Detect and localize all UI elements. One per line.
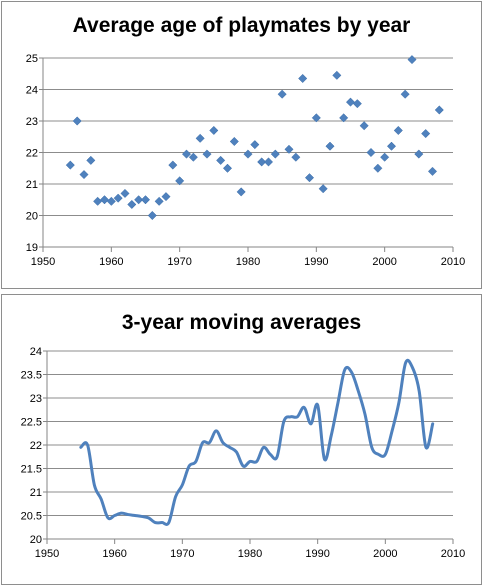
data-point	[195, 133, 205, 143]
y-tick-label: 22	[30, 440, 42, 452]
x-tick-label: 1980	[238, 548, 262, 560]
data-point	[407, 55, 417, 65]
data-point	[277, 89, 287, 99]
x-tick-label: 1960	[99, 256, 123, 268]
y-tick-label: 23	[30, 393, 42, 405]
data-point	[209, 125, 219, 136]
data-point	[243, 149, 253, 159]
data-point	[140, 195, 151, 205]
y-tick-label: 22.5	[21, 417, 42, 429]
data-point	[257, 157, 267, 167]
data-point	[270, 149, 280, 159]
data-point	[147, 210, 157, 221]
data-point	[154, 196, 164, 206]
data-point	[168, 160, 178, 170]
data-point	[434, 105, 444, 115]
data-point	[339, 113, 349, 123]
x-tick-label: 1960	[102, 548, 126, 560]
data-point	[65, 160, 75, 170]
data-point	[352, 99, 362, 109]
data-point	[175, 176, 185, 186]
x-tick-label: 2000	[373, 548, 397, 560]
x-tick-label: 2010	[441, 548, 465, 560]
y-tick-label: 25	[26, 53, 38, 65]
data-point	[250, 140, 260, 150]
data-point	[181, 149, 192, 159]
data-point	[93, 196, 103, 206]
data-point	[113, 193, 123, 203]
data-point	[332, 70, 342, 80]
data-point	[229, 136, 239, 147]
data-point	[86, 155, 96, 165]
data-point	[263, 157, 274, 167]
data-point	[380, 152, 390, 162]
chart-panel-average-age: Average age of playmates by year 19 20 21 2…	[1, 1, 482, 289]
y-tick-label: 24	[30, 346, 42, 358]
series-line	[79, 358, 435, 526]
data-point	[345, 97, 356, 107]
x-tick-label: 2000	[372, 256, 396, 268]
y-tick-label: 20.5	[21, 511, 42, 523]
chart-title: 3-year moving averages	[121, 311, 362, 334]
data-point	[318, 184, 328, 194]
y-tick-label: 21	[30, 487, 42, 499]
x-tick-label: 1950	[31, 256, 55, 268]
data-point	[222, 163, 233, 173]
chart-title: Average age of playmates by year	[72, 14, 411, 37]
data-point	[366, 147, 376, 158]
x-tick-label: 1950	[35, 548, 59, 560]
data-point	[414, 149, 424, 159]
data-point	[106, 196, 116, 206]
data-point	[161, 192, 171, 202]
data-point	[79, 169, 89, 180]
x-tick-label: 1970	[167, 256, 191, 268]
y-tick-label: 21.5	[21, 464, 42, 476]
y-tick-label: 20	[30, 534, 42, 546]
chart-panel-moving-averages: 3-year moving averages 20 20.5 21 21.5 22 22.…	[1, 294, 482, 585]
y-tick-label: 24	[26, 85, 38, 97]
x-tick-label: 1990	[305, 548, 329, 560]
y-tick-label: 20	[26, 211, 38, 223]
data-point	[386, 141, 397, 151]
data-point	[127, 199, 137, 210]
data-point	[421, 129, 431, 139]
x-tick-label: 1990	[304, 256, 328, 268]
data-point	[311, 113, 321, 123]
y-tick-label: 22	[26, 148, 38, 160]
data-point	[284, 144, 294, 154]
x-tick-label: 2010	[441, 256, 465, 268]
y-tick-label: 23	[26, 116, 38, 128]
data-point	[304, 173, 315, 183]
data-point	[202, 149, 212, 159]
data-point	[298, 73, 308, 84]
y-tick-label: 19	[26, 242, 38, 254]
data-point	[216, 155, 226, 165]
data-point	[72, 116, 82, 126]
data-point	[393, 125, 403, 136]
y-tick-label: 23.5	[21, 370, 42, 382]
data-point	[236, 187, 246, 197]
y-tick-label: 21	[26, 179, 38, 191]
data-point	[373, 163, 383, 173]
data-point	[188, 152, 198, 162]
data-point	[120, 188, 130, 199]
data-point	[291, 152, 301, 162]
data-point	[134, 195, 144, 205]
line-plot: 20 20.5 21 21.5 22 22.5 23 23.5 24 1950 1960 1970 19…	[21, 346, 466, 560]
data-point	[427, 166, 438, 176]
data-point	[359, 121, 369, 131]
scatter-plot: 19 20 21 22 23 24 25 1950 1960 1970 1980 1990 2000 20…	[26, 53, 465, 268]
data-point	[325, 141, 335, 151]
data-point	[400, 89, 410, 99]
x-tick-label: 1970	[170, 548, 194, 560]
x-tick-label: 1980	[236, 256, 260, 268]
data-point	[99, 195, 110, 205]
